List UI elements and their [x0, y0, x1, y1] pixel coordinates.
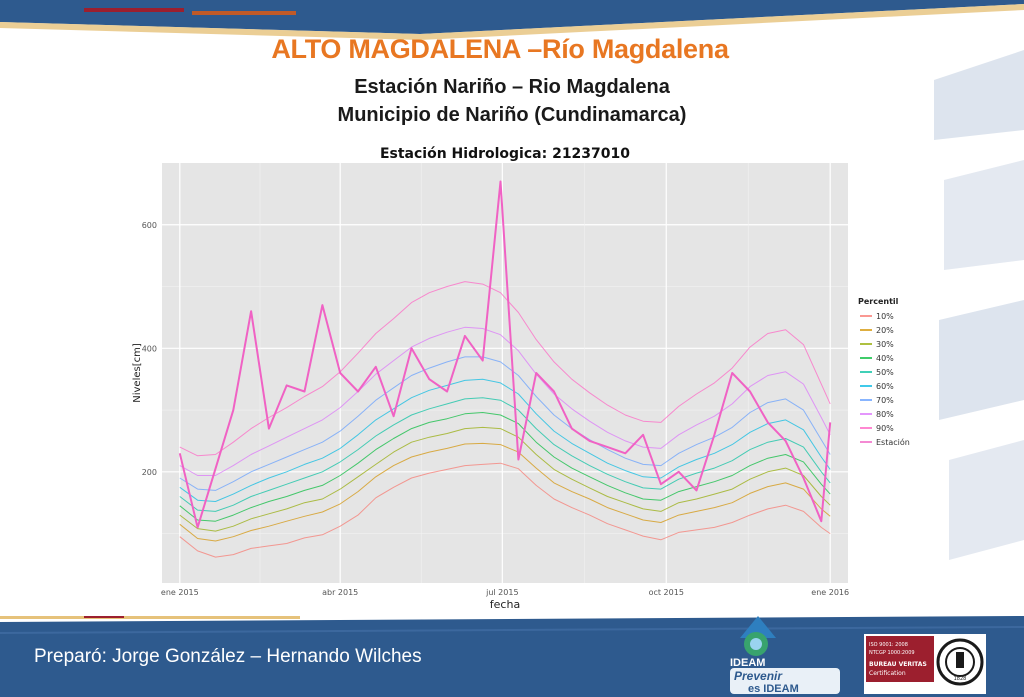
- cert-year: 1828: [954, 676, 967, 682]
- x-tick-label: oct 2015: [649, 588, 684, 597]
- axes: 200 400 600 ene 2015 abr 2015 jul 2015 oct 201…: [142, 221, 849, 597]
- bureau-veritas-logo: ISO 9001: 2008 NTCGP 1000:2009 BUREAU VE…: [864, 634, 986, 694]
- series-line-80pct: [179, 326, 831, 476]
- legend-entry: 10%: [876, 312, 894, 321]
- legend-title: Percentil: [858, 297, 899, 306]
- legend-entry: 70%: [876, 396, 894, 405]
- series-line-60pct: [179, 378, 831, 502]
- prepared-by-text: Preparó: Jorge González – Hernando Wilch…: [34, 646, 422, 667]
- y-axis-label: Niveles[cm]: [132, 343, 143, 403]
- station-subtitle: Estación Nariño – Rio Magdalena: [354, 76, 670, 98]
- cert-line1: ISO 9001: 2008: [869, 642, 908, 648]
- page-title: ALTO MAGDALENA –Río Magdalena: [271, 34, 729, 64]
- x-tick-label: ene 2016: [811, 588, 849, 597]
- water-level-chart: Estación Hidrologica: 21237010 200 400 600…: [132, 146, 910, 611]
- series-line-50pct: [179, 397, 831, 512]
- x-tick-label: jul 2015: [485, 588, 518, 597]
- cert-line2: NTCGP 1000:2009: [869, 650, 915, 656]
- series-line-70pct: [179, 356, 831, 491]
- legend-entry: 90%: [876, 424, 894, 433]
- series-line-30pct: [179, 426, 831, 532]
- municipality-subtitle: Municipio de Nariño (Cundinamarca): [337, 104, 687, 126]
- cert-line4: Certification: [869, 670, 906, 677]
- legend-entry: 20%: [876, 326, 894, 335]
- series-line-20pct: [179, 442, 831, 542]
- series-line-90pct: [179, 281, 831, 457]
- ideam-logo: IDEAM Prevenir es IDEAM: [730, 616, 840, 695]
- chart-title: Estación Hidrologica: 21237010: [380, 146, 630, 162]
- x-axis-label: fecha: [490, 598, 520, 611]
- ideam-logo-text: IDEAM: [730, 657, 765, 669]
- legend-entry: 30%: [876, 340, 894, 349]
- legend-entry: 50%: [876, 368, 894, 377]
- right-decorative-pattern: [934, 50, 1024, 560]
- legend-entry: 80%: [876, 410, 894, 419]
- y-tick-label: 400: [142, 344, 157, 353]
- series-line-10pct: [179, 462, 831, 558]
- series-line-40pct: [179, 412, 831, 522]
- y-tick-label: 200: [142, 468, 157, 477]
- legend-entry: 60%: [876, 382, 894, 391]
- legend-entry: Estación: [876, 437, 910, 447]
- top-decorative-band: [0, 0, 1024, 40]
- series-line-estacion: [178, 180, 832, 529]
- series-lines: [178, 180, 832, 558]
- prevenir-line1: Prevenir: [734, 669, 783, 683]
- x-tick-label: abr 2015: [322, 588, 358, 597]
- legend: Percentil 10% 20% 30% 40% 50% 60% 70% 80% 90% Est…: [858, 297, 910, 447]
- cert-line3: BUREAU VERITAS: [869, 661, 927, 668]
- x-tick-label: ene 2015: [161, 588, 199, 597]
- legend-entry: 40%: [876, 354, 894, 363]
- plot-background: [162, 163, 848, 583]
- prevenir-line2: es IDEAM: [748, 683, 799, 695]
- y-tick-label: 600: [142, 221, 157, 230]
